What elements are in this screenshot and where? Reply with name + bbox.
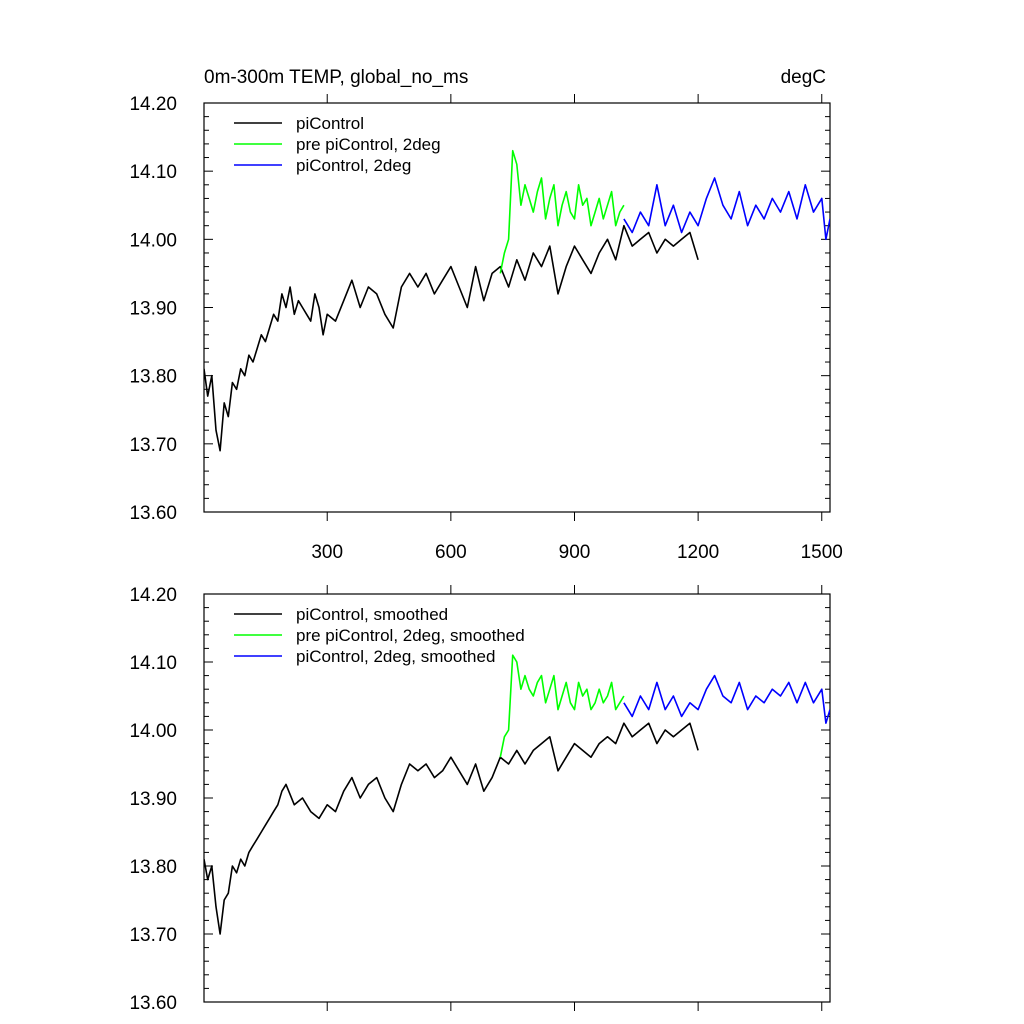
y-tick-label: 14.00 [129, 230, 177, 251]
y-tick-label: 13.90 [129, 789, 177, 810]
y-tick-label: 14.10 [129, 162, 177, 183]
y-tick-label: 13.60 [129, 993, 177, 1014]
y-tick-label: 13.90 [129, 299, 177, 320]
units-label: degC [781, 67, 826, 88]
x-tick-label: 1500 [801, 542, 843, 563]
y-tick-label: 14.20 [129, 585, 177, 606]
x-tick-label: 300 [311, 542, 343, 563]
y-tick-label: 14.00 [129, 721, 177, 742]
series-line-3 [623, 674, 830, 725]
legend-entry: pre piControl, 2deg, smoothed [296, 626, 525, 645]
y-tick-label: 13.80 [129, 367, 177, 388]
series-line-1 [204, 224, 699, 452]
x-tick-label: 600 [435, 542, 467, 563]
y-tick-label: 13.70 [129, 925, 177, 946]
legend-entry: pre piControl, 2deg [296, 135, 441, 154]
y-tick-label: 13.60 [129, 503, 177, 524]
series-line-2 [499, 149, 625, 274]
x-tick-label: 900 [559, 542, 591, 563]
y-tick-label: 14.10 [129, 653, 177, 674]
y-tick-label: 14.20 [129, 94, 177, 115]
x-tick-label: 1200 [677, 542, 719, 563]
y-tick-label: 13.70 [129, 435, 177, 456]
legend-entry: piControl [296, 114, 364, 133]
y-tick-label: 13.80 [129, 857, 177, 878]
legend-entry: piControl, 2deg [296, 156, 411, 175]
chart-title: 0m-300m TEMP, global_no_ms [204, 67, 468, 88]
legend-entry: piControl, smoothed [296, 605, 448, 624]
chart-panel-2: 13.60 13.70 13.80 13.90 14.00 14.10 14.20 piCon… [129, 585, 831, 1014]
chart-panel-1: 13.60 13.70 13.80 13.90 14.00 14.10 14.20 300 60… [129, 67, 842, 563]
series-line-1 [204, 722, 699, 935]
series-line-2 [499, 654, 625, 758]
legend-entry: piControl, 2deg, smoothed [296, 647, 495, 666]
series-line-3 [623, 177, 830, 241]
